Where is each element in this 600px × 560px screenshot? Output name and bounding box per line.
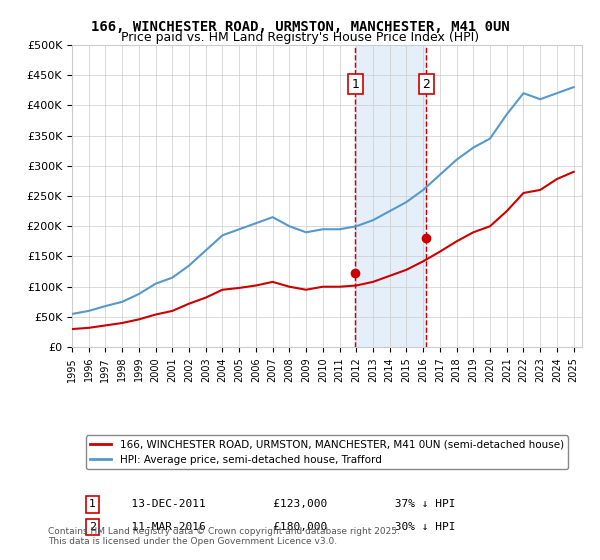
Text: 2: 2 bbox=[422, 78, 430, 91]
Text: 166, WINCHESTER ROAD, URMSTON, MANCHESTER, M41 0UN: 166, WINCHESTER ROAD, URMSTON, MANCHESTE… bbox=[91, 20, 509, 34]
Bar bbox=[355, 45, 427, 347]
Text: 11-MAR-2016          £180,000          30% ↓ HPI: 11-MAR-2016 £180,000 30% ↓ HPI bbox=[118, 522, 455, 532]
Text: 1: 1 bbox=[352, 78, 359, 91]
Legend: 166, WINCHESTER ROAD, URMSTON, MANCHESTER, M41 0UN (semi-detached house), HPI: A: 166, WINCHESTER ROAD, URMSTON, MANCHESTE… bbox=[86, 436, 568, 469]
Text: Contains HM Land Registry data © Crown copyright and database right 2025.
This d: Contains HM Land Registry data © Crown c… bbox=[48, 526, 400, 546]
Text: 13-DEC-2011          £123,000          37% ↓ HPI: 13-DEC-2011 £123,000 37% ↓ HPI bbox=[118, 500, 455, 510]
Text: 1: 1 bbox=[89, 500, 96, 510]
Text: Price paid vs. HM Land Registry's House Price Index (HPI): Price paid vs. HM Land Registry's House … bbox=[121, 31, 479, 44]
Text: 2: 2 bbox=[89, 522, 96, 532]
